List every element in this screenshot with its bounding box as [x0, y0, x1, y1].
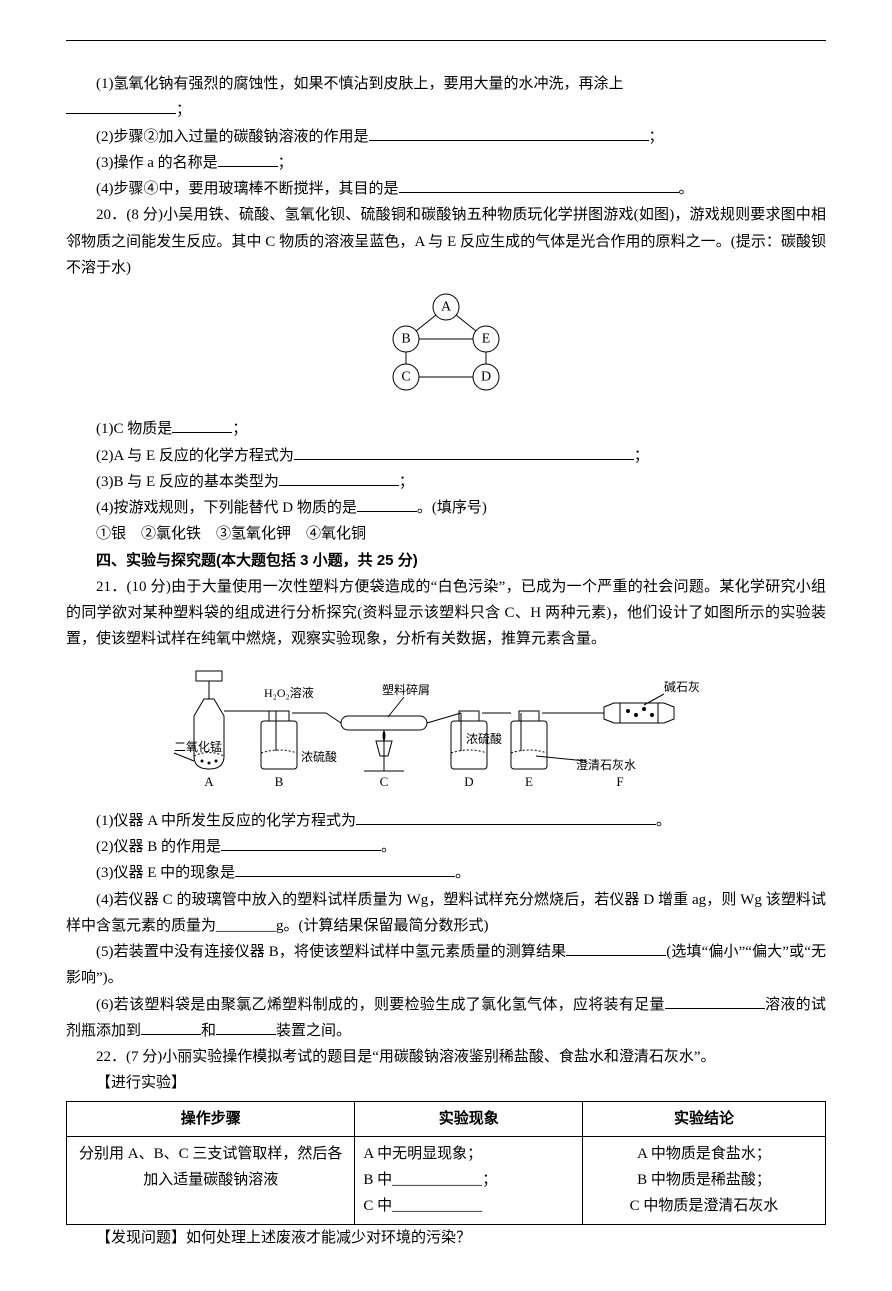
svg-text:塑料碎屑: 塑料碎屑: [382, 682, 430, 697]
node-c: C: [401, 370, 410, 385]
q19-2: (2)步骤②加入过量的碳酸钠溶液的作用是；: [66, 124, 826, 150]
th-step: 操作步骤: [67, 1101, 355, 1136]
q19-3: (3)操作 a 的名称是；: [66, 150, 826, 176]
q21-apparatus: H₂O₂溶液 二氧化锰 A B 浓硫酸: [66, 661, 826, 800]
q21-3: (3)仪器 E 中的现象是。: [66, 860, 826, 886]
q20-options: ①银 ②氯化铁 ③氢氧化钾 ④氧化铜: [66, 521, 826, 547]
svg-text:浓硫酸: 浓硫酸: [301, 749, 337, 764]
q22-table: 操作步骤 实验现象 实验结论 分别用 A、B、C 三支试管取样，然后各加入适量碳…: [66, 1101, 826, 1225]
svg-text:A: A: [204, 774, 214, 789]
q21-5: (5)若装置中没有连接仪器 B，将使该塑料试样中氢元素质量的测算结果(选填“偏小…: [66, 939, 826, 992]
q19-1: (1)氢氧化钠有强烈的腐蚀性，如果不慎沾到皮肤上，要用大量的水冲洗，再涂上: [66, 71, 826, 97]
q22-sub1: 【进行实验】: [66, 1070, 826, 1096]
q21-4: (4)若仪器 C 的玻璃管中放入的塑料试样质量为 Wg，塑料试样充分燃烧后，若仪…: [66, 887, 826, 940]
q21-2: (2)仪器 B 的作用是。: [66, 834, 826, 860]
section-4-title: 四、实验与探究题(本大题包括 3 小题，共 25 分): [66, 548, 826, 574]
node-d: D: [481, 370, 491, 385]
svg-text:澄清石灰水: 澄清石灰水: [576, 757, 636, 772]
node-a: A: [441, 300, 452, 315]
q21-stem: 21．(10 分)由于大量使用一次性塑料方便袋造成的“白色污染”，已成为一个严重…: [66, 574, 826, 653]
svg-text:H₂O₂溶液: H₂O₂溶液: [264, 685, 314, 700]
q22-stem: 22．(7 分)小丽实验操作模拟考试的题目是“用碳酸钠溶液鉴别稀盐酸、食盐水和澄…: [66, 1044, 826, 1070]
cell-concl: A 中物质是食盐水； B 中物质是稀盐酸； C 中物质是澄清石灰水: [583, 1136, 826, 1224]
svg-text:F: F: [616, 774, 623, 789]
svg-text:碱石灰: 碱石灰: [664, 680, 700, 694]
q20-1: (1)C 物质是；: [66, 416, 826, 442]
q20-2: (2)A 与 E 反应的化学方程式为；: [66, 443, 826, 469]
cell-phenom: A 中无明显现象； B 中____________； C 中__________…: [355, 1136, 583, 1224]
svg-text:浓硫酸: 浓硫酸: [466, 731, 502, 746]
node-b: B: [401, 332, 410, 347]
svg-text:二氧化锰: 二氧化锰: [174, 739, 222, 754]
q19-4: (4)步骤④中，要用玻璃棒不断搅拌，其目的是。: [66, 176, 826, 202]
cell-step: 分别用 A、B、C 三支试管取样，然后各加入适量碳酸钠溶液: [67, 1136, 355, 1224]
q20-4: (4)按游戏规则，下列能替代 D 物质的是。(填序号): [66, 495, 826, 521]
q22-sub2: 【发现问题】如何处理上述废液才能减少对环境的污染？: [66, 1225, 826, 1251]
top-rule: [66, 40, 826, 41]
q20-3: (3)B 与 E 反应的基本类型为；: [66, 469, 826, 495]
svg-text:E: E: [525, 774, 533, 789]
q21-1: (1)仪器 A 中所发生反应的化学方程式为。: [66, 808, 826, 834]
svg-text:B: B: [275, 774, 284, 789]
q21-6: (6)若该塑料袋是由聚氯乙烯塑料制成的，则要检验生成了氯化氢气体，应将装有足量溶…: [66, 992, 826, 1045]
node-e: E: [482, 332, 491, 347]
th-concl: 实验结论: [583, 1101, 826, 1136]
th-phenom: 实验现象: [355, 1101, 583, 1136]
q19-1-blank-row: ；: [66, 97, 826, 123]
q20-diagram: A B E C D: [66, 289, 826, 408]
q20-stem: 20．(8 分)小吴用铁、硫酸、氢氧化钡、硫酸铜和碳酸钠五种物质玩化学拼图游戏(…: [66, 202, 826, 281]
svg-text:D: D: [464, 774, 473, 789]
svg-text:C: C: [380, 774, 389, 789]
